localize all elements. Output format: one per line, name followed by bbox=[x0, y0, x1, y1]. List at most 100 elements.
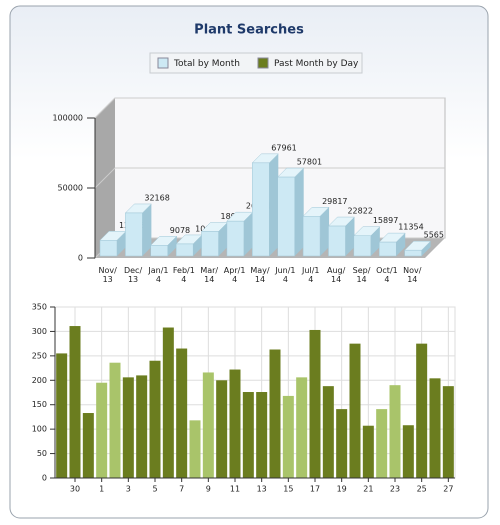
bar-side bbox=[269, 153, 279, 256]
bar bbox=[282, 395, 294, 478]
bar bbox=[229, 369, 241, 478]
value-label: 11354 bbox=[398, 223, 423, 232]
x-tick-label: Nov/13 bbox=[98, 266, 117, 284]
bar bbox=[96, 382, 108, 478]
bar bbox=[322, 386, 334, 478]
bar bbox=[149, 360, 161, 478]
grid-line bbox=[94, 97, 445, 119]
x-tick-label: Oct/14 bbox=[376, 266, 398, 284]
x-tick-label: 5 bbox=[152, 485, 157, 494]
bar bbox=[56, 353, 68, 478]
bar bbox=[277, 176, 295, 257]
x-tick-label: Nov/14 bbox=[403, 266, 422, 284]
bar bbox=[256, 392, 268, 478]
x-tick-label: 19 bbox=[337, 485, 347, 494]
y-tick-label: 100 bbox=[32, 425, 47, 434]
x-tick-label: 17 bbox=[310, 485, 320, 494]
x-tick-label: Mar/14 bbox=[200, 266, 219, 284]
y-tick-label: 250 bbox=[32, 351, 47, 360]
bar bbox=[162, 327, 174, 478]
x-tick-label: 23 bbox=[390, 485, 400, 494]
plot-area bbox=[54, 306, 456, 479]
chart-title: Plant Searches bbox=[194, 23, 304, 38]
value-label: 29817 bbox=[322, 197, 347, 206]
x-tick-label: 27 bbox=[443, 485, 453, 494]
y-tick-label: 100000 bbox=[52, 114, 83, 123]
legend-label: Total by Month bbox=[173, 59, 240, 69]
bar bbox=[429, 378, 441, 478]
bar bbox=[176, 348, 188, 478]
bar bbox=[122, 377, 134, 478]
bar bbox=[175, 243, 194, 257]
x-tick-label: 13 bbox=[257, 485, 267, 494]
bar bbox=[402, 425, 414, 478]
bar-side bbox=[117, 231, 126, 256]
y-tick-label: 0 bbox=[78, 254, 83, 263]
bar bbox=[389, 385, 401, 478]
y-tick-label: 50 bbox=[37, 449, 47, 458]
bar bbox=[252, 162, 270, 257]
y-tick-label: 350 bbox=[32, 303, 47, 312]
x-tick-label: Jan/14 bbox=[148, 266, 169, 284]
x-tick-label: 11 bbox=[230, 485, 240, 494]
y-tick-label: 300 bbox=[32, 327, 47, 336]
grid-line bbox=[94, 167, 445, 189]
bar bbox=[216, 380, 228, 478]
value-label: 67961 bbox=[271, 143, 296, 152]
bar bbox=[69, 326, 81, 478]
x-tick-label: 3 bbox=[126, 485, 131, 494]
bar bbox=[336, 409, 348, 478]
y-tick-label: 200 bbox=[32, 376, 47, 385]
bar bbox=[201, 231, 219, 257]
x-tick-label: Apr/14 bbox=[223, 266, 246, 284]
bar bbox=[269, 349, 281, 478]
bar bbox=[376, 409, 388, 478]
y-tick-label: 50000 bbox=[58, 184, 83, 193]
bar bbox=[226, 220, 245, 257]
bar bbox=[442, 386, 454, 478]
x-tick-label: Feb/14 bbox=[172, 266, 195, 284]
bar bbox=[202, 372, 214, 478]
legend-swatch bbox=[257, 57, 269, 69]
value-label: 5565 bbox=[424, 231, 444, 240]
value-label: 22822 bbox=[347, 207, 372, 216]
bar bbox=[136, 375, 148, 478]
bar-side bbox=[243, 212, 253, 256]
x-tick-label: 30 bbox=[70, 485, 80, 494]
x-tick-label: 1 bbox=[99, 485, 104, 494]
bar-side bbox=[142, 203, 152, 256]
x-tick-label: May/14 bbox=[250, 266, 270, 284]
x-tick-label: Sep/14 bbox=[352, 266, 371, 284]
bar-side bbox=[320, 207, 330, 256]
bar bbox=[416, 343, 428, 478]
value-label: 15897 bbox=[373, 216, 398, 225]
x-tick-label: Jun/14 bbox=[275, 266, 296, 284]
bar bbox=[349, 343, 361, 478]
x-tick-label: 21 bbox=[363, 485, 373, 494]
bar-side bbox=[193, 234, 203, 256]
bar bbox=[99, 240, 118, 257]
legend bbox=[149, 52, 363, 74]
bar-side bbox=[421, 241, 431, 256]
x-tick-label: 25 bbox=[417, 485, 427, 494]
bar bbox=[309, 329, 321, 478]
bar bbox=[378, 241, 397, 257]
bar-side bbox=[370, 226, 380, 256]
bar bbox=[125, 212, 143, 257]
x-tick-label: Dec/13 bbox=[123, 266, 143, 284]
bar bbox=[353, 235, 372, 257]
bar bbox=[296, 377, 308, 478]
bar bbox=[82, 413, 94, 478]
x-tick-label: Aug/14 bbox=[326, 266, 346, 284]
value-label: 9078 bbox=[170, 226, 190, 235]
bar-side bbox=[294, 168, 304, 256]
bar bbox=[189, 420, 201, 478]
legend-label: Past Month by Day bbox=[274, 59, 359, 69]
bar-side bbox=[345, 217, 355, 256]
y-tick-label: 150 bbox=[32, 400, 47, 409]
value-label: 32168 bbox=[144, 193, 169, 202]
bar-side bbox=[218, 222, 228, 256]
x-tick-label: 9 bbox=[206, 485, 211, 494]
